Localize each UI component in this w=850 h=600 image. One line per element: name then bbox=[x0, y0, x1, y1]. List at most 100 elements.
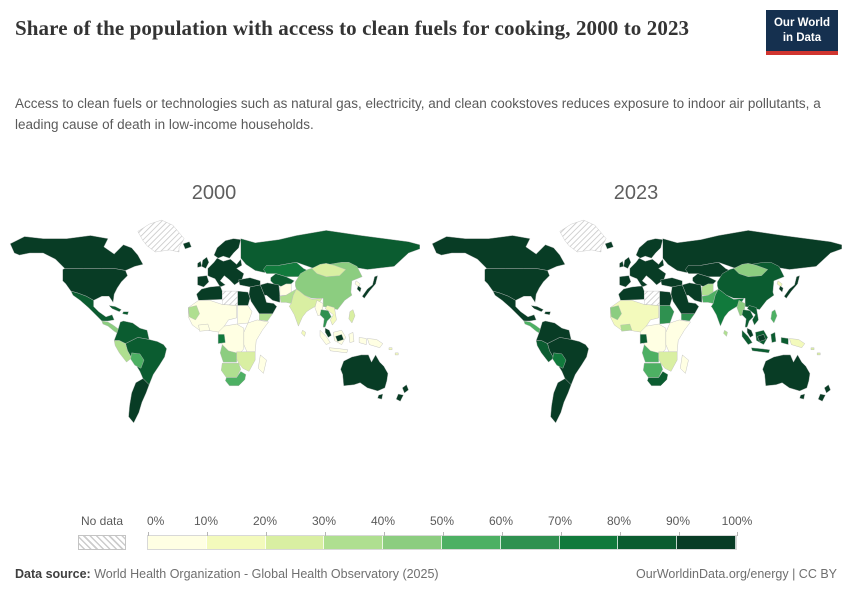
map-region-bolivia_paraguay[interactable] bbox=[130, 352, 145, 369]
map-region-egypt[interactable] bbox=[237, 290, 251, 306]
legend-color-cell[interactable] bbox=[206, 536, 266, 549]
map-region-pacific_islands[interactable] bbox=[388, 347, 399, 356]
map-region-malaysia[interactable] bbox=[746, 327, 766, 342]
map-region-egypt[interactable] bbox=[659, 290, 673, 306]
map-region-east_africa[interactable] bbox=[243, 319, 269, 353]
map-region-cuba_caribbean[interactable] bbox=[530, 305, 551, 315]
map-region-australia[interactable] bbox=[762, 354, 811, 400]
map-region-yemen[interactable] bbox=[681, 313, 695, 322]
map-region-libya[interactable] bbox=[222, 290, 238, 306]
map-region-png[interactable] bbox=[367, 338, 384, 348]
world-map-left[interactable] bbox=[8, 217, 420, 428]
legend-color-cell[interactable] bbox=[383, 536, 442, 549]
map-region-zimbabwe_zambia_mozambique[interactable] bbox=[658, 351, 678, 372]
map-region-india[interactable] bbox=[288, 288, 323, 327]
map-region-new_zealand[interactable] bbox=[817, 384, 831, 402]
map-region-korea[interactable] bbox=[356, 285, 362, 293]
map-region-bolivia_paraguay[interactable] bbox=[552, 352, 567, 369]
map-region-zimbabwe_zambia_mozambique[interactable] bbox=[236, 351, 256, 372]
map-region-cuba_caribbean[interactable] bbox=[108, 305, 129, 315]
world-map-right[interactable] bbox=[430, 217, 842, 428]
map-region-japan[interactable] bbox=[784, 275, 800, 299]
legend-color-cell[interactable] bbox=[324, 536, 384, 549]
map-region-namibia_botswana[interactable] bbox=[220, 362, 241, 378]
map-region-sudan[interactable] bbox=[659, 305, 675, 325]
legend-color-cell[interactable] bbox=[265, 536, 325, 549]
map-region-russia[interactable] bbox=[662, 230, 842, 273]
map-region-mauritania_senegal[interactable] bbox=[188, 305, 200, 321]
map-region-canada_alaska[interactable] bbox=[9, 235, 144, 271]
map-region-south_africa[interactable] bbox=[647, 371, 669, 387]
map-region-europe[interactable] bbox=[604, 238, 667, 288]
map-region-morocco_algeria[interactable] bbox=[618, 285, 645, 301]
map-region-japan[interactable] bbox=[362, 275, 378, 299]
map-region-vietnam_laos[interactable] bbox=[324, 305, 337, 326]
legend-no-data-swatch[interactable] bbox=[78, 535, 126, 550]
owid-logo-line1: Our World bbox=[773, 17, 830, 29]
map-region-thailand[interactable] bbox=[741, 309, 754, 328]
map-region-new_zealand[interactable] bbox=[395, 384, 409, 402]
map-region-greenland[interactable] bbox=[559, 219, 607, 253]
map-region-yemen[interactable] bbox=[259, 313, 273, 322]
map-region-russia[interactable] bbox=[240, 230, 420, 273]
map-region-brazil[interactable] bbox=[125, 337, 167, 385]
map-region-sri_lanka[interactable] bbox=[723, 330, 728, 337]
legend-tick-mark bbox=[679, 532, 680, 536]
map-region-namibia_botswana[interactable] bbox=[642, 362, 663, 378]
legend-color-cell[interactable] bbox=[618, 536, 678, 549]
map-region-philippines[interactable] bbox=[770, 309, 778, 324]
map-region-mauritania_senegal[interactable] bbox=[610, 305, 622, 321]
map-region-ghana_ivory[interactable] bbox=[620, 323, 633, 332]
legend-color-cell[interactable] bbox=[677, 536, 736, 549]
map-region-gabon[interactable] bbox=[639, 334, 648, 344]
map-region-angola[interactable] bbox=[641, 344, 659, 363]
map-region-argentina_chile[interactable] bbox=[128, 378, 150, 424]
legend-color-cell[interactable] bbox=[559, 536, 619, 549]
map-region-iran[interactable] bbox=[260, 282, 281, 303]
map-region-canada_alaska[interactable] bbox=[431, 235, 566, 271]
map-region-argentina_chile[interactable] bbox=[550, 378, 572, 424]
map-region-iran[interactable] bbox=[682, 282, 703, 303]
map-region-madagascar[interactable] bbox=[680, 354, 689, 374]
map-region-gabon[interactable] bbox=[217, 334, 226, 344]
map-region-malaysia[interactable] bbox=[324, 327, 344, 342]
map-region-north_korea[interactable] bbox=[354, 280, 361, 288]
map-year-label-left: 2000 bbox=[191, 182, 237, 204]
map-region-mexico[interactable] bbox=[70, 290, 115, 322]
map-region-indonesia[interactable] bbox=[319, 330, 367, 354]
map-region-ghana_ivory[interactable] bbox=[198, 323, 211, 332]
page-subtitle: Access to clean fuels or technologies su… bbox=[15, 96, 821, 132]
map-region-mexico[interactable] bbox=[492, 290, 537, 322]
legend-color-cell[interactable] bbox=[148, 536, 207, 549]
map-region-usa[interactable] bbox=[62, 268, 128, 303]
map-region-mongolia[interactable] bbox=[733, 263, 768, 277]
map-region-indonesia[interactable] bbox=[741, 330, 789, 354]
map-region-north_korea[interactable] bbox=[776, 280, 783, 288]
map-region-mongolia[interactable] bbox=[311, 263, 346, 277]
legend-tick-mark bbox=[148, 532, 149, 536]
map-region-brazil[interactable] bbox=[547, 337, 589, 385]
owid-logo: Our World in Data bbox=[765, 10, 838, 55]
map-region-angola[interactable] bbox=[219, 344, 237, 363]
map-region-thailand[interactable] bbox=[319, 309, 332, 328]
map-region-india[interactable] bbox=[710, 288, 745, 327]
map-region-vietnam_laos[interactable] bbox=[746, 305, 759, 326]
map-region-korea[interactable] bbox=[778, 285, 784, 293]
map-region-madagascar[interactable] bbox=[258, 354, 267, 374]
legend-color-cell[interactable] bbox=[441, 536, 501, 549]
map-region-png[interactable] bbox=[789, 338, 806, 348]
map-region-sudan[interactable] bbox=[237, 305, 253, 325]
map-region-pacific_islands[interactable] bbox=[810, 347, 821, 356]
map-region-europe[interactable] bbox=[182, 238, 245, 288]
map-region-philippines[interactable] bbox=[348, 309, 356, 324]
map-region-australia[interactable] bbox=[340, 354, 389, 400]
map-region-east_africa[interactable] bbox=[665, 319, 691, 353]
map-region-greenland[interactable] bbox=[137, 219, 185, 253]
map-region-libya[interactable] bbox=[644, 290, 660, 306]
map-region-morocco_algeria[interactable] bbox=[196, 285, 223, 301]
map-region-south_africa[interactable] bbox=[225, 371, 247, 387]
legend-color-cell[interactable] bbox=[500, 536, 560, 549]
map-region-sri_lanka[interactable] bbox=[301, 330, 306, 337]
map-region-usa[interactable] bbox=[484, 268, 550, 303]
footer-link[interactable]: OurWorldinData.org/energy | CC BY bbox=[635, 567, 837, 581]
